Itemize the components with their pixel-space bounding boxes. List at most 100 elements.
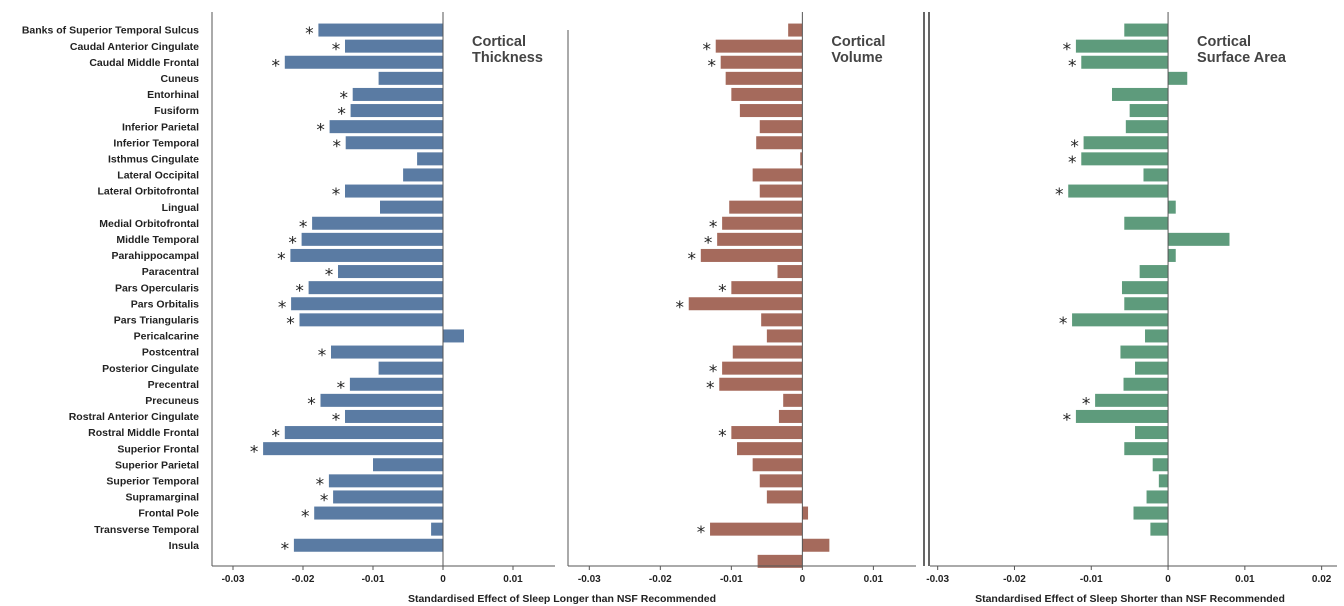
bar — [403, 168, 443, 182]
bar — [443, 329, 464, 343]
bar — [350, 104, 443, 118]
bar — [731, 281, 803, 295]
bar — [700, 248, 803, 262]
region-label: Paracentral — [142, 266, 199, 278]
bar — [1075, 409, 1169, 423]
significance-star: * — [704, 233, 713, 253]
region-label: Inferior Parietal — [122, 121, 199, 133]
bar — [1125, 120, 1169, 134]
bar — [1168, 232, 1230, 246]
bar — [752, 168, 803, 182]
x-axis-label-shorter: Standardised Effect of Sleep Shorter tha… — [975, 593, 1285, 605]
bar — [802, 538, 830, 552]
bar — [314, 506, 443, 520]
significance-star: * — [718, 282, 727, 302]
region-label: Caudal Anterior Cingulate — [70, 41, 199, 53]
bar — [263, 442, 443, 456]
significance-star: * — [286, 314, 295, 334]
significance-star: * — [339, 88, 348, 108]
x-tick-label: -0.02 — [292, 574, 315, 585]
bar — [1150, 522, 1169, 536]
region-label: Superior Frontal — [117, 443, 199, 455]
significance-star: * — [337, 378, 346, 398]
panel-frames — [211, 12, 930, 566]
x-tick-label: 0.01 — [503, 574, 523, 585]
significance-star: * — [278, 298, 287, 318]
bar — [291, 297, 443, 311]
bar — [719, 377, 803, 391]
region-label: Caudal Middle Frontal — [89, 57, 199, 69]
region-label: Pars Triangularis — [114, 314, 199, 326]
bar — [312, 216, 443, 230]
region-label: Postcentral — [142, 347, 199, 359]
panel-1: *************************-0.03 -0.02 -0.01… — [212, 12, 555, 585]
bar — [1145, 329, 1169, 343]
bar — [1146, 490, 1169, 504]
region-label: Lateral Occipital — [117, 170, 199, 182]
region-label: Pericalcarine — [134, 331, 200, 343]
significance-star: * — [706, 378, 715, 398]
bar — [761, 313, 803, 327]
significance-star: * — [272, 56, 281, 76]
x-axis-label-longer: Standardised Effect of Sleep Longer than… — [408, 593, 716, 605]
region-label: Superior Temporal — [106, 475, 199, 487]
bar — [284, 55, 443, 69]
bar — [345, 39, 443, 53]
bar — [431, 522, 443, 536]
bar — [722, 216, 803, 230]
bar — [1158, 474, 1169, 488]
bar — [345, 136, 443, 150]
significance-star: * — [305, 24, 314, 44]
significance-star: * — [318, 346, 327, 366]
bar — [1081, 152, 1169, 166]
region-label: Insula — [169, 540, 200, 552]
region-label: Cuneus — [160, 73, 199, 85]
bar — [1139, 265, 1169, 279]
bar — [759, 120, 803, 134]
x-tick-label: -0.02 — [1003, 574, 1026, 585]
significance-star: * — [718, 427, 727, 447]
panel-title: Cortical — [1197, 34, 1251, 50]
bar — [318, 23, 443, 37]
bar — [378, 361, 443, 375]
x-tick-label: 0.01 — [1235, 574, 1255, 585]
significance-star: * — [1063, 410, 1072, 430]
significance-star: * — [288, 233, 297, 253]
bar — [328, 474, 443, 488]
significance-star: * — [688, 249, 697, 269]
bar — [731, 426, 803, 440]
significance-star: * — [1082, 394, 1091, 414]
significance-star: * — [1070, 137, 1079, 157]
bar — [756, 136, 803, 150]
bar — [1168, 200, 1176, 214]
bar — [766, 329, 803, 343]
bar — [1068, 184, 1169, 198]
significance-star: * — [277, 249, 286, 269]
bar — [373, 458, 443, 472]
significance-star: * — [320, 491, 329, 511]
bar — [1083, 136, 1169, 150]
x-tick-label: 0 — [440, 574, 446, 585]
bar — [802, 506, 809, 520]
region-label: Supramarginal — [125, 492, 199, 504]
bar — [1072, 313, 1169, 327]
bar — [783, 393, 803, 407]
significance-star: * — [332, 137, 341, 157]
panel-3: ********-0.03 -0.02 -0.01 0 0.01 0.02Cortical… — [926, 12, 1337, 585]
panel-title: Cortical — [472, 34, 526, 50]
bar — [739, 104, 803, 118]
region-label: Parahippocampal — [111, 250, 199, 262]
significance-star: * — [250, 443, 259, 463]
bar — [1124, 297, 1169, 311]
x-tick-label: -0.02 — [649, 574, 672, 585]
bar — [1095, 393, 1169, 407]
bar — [293, 538, 443, 552]
significance-star: * — [1063, 40, 1072, 60]
significance-star: * — [709, 362, 718, 382]
region-label: Frontal Pole — [138, 508, 199, 520]
bar — [777, 265, 803, 279]
bar — [1081, 55, 1169, 69]
x-tick-label: 0.02 — [1312, 574, 1332, 585]
bar — [338, 265, 443, 279]
bar — [1135, 426, 1169, 440]
